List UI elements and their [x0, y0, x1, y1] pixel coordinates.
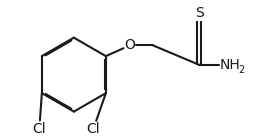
Text: Cl: Cl	[87, 122, 100, 136]
Text: 2: 2	[238, 65, 244, 75]
Text: O: O	[124, 39, 135, 52]
Text: NH: NH	[220, 58, 241, 72]
Text: Cl: Cl	[32, 122, 46, 136]
Text: S: S	[195, 6, 204, 20]
